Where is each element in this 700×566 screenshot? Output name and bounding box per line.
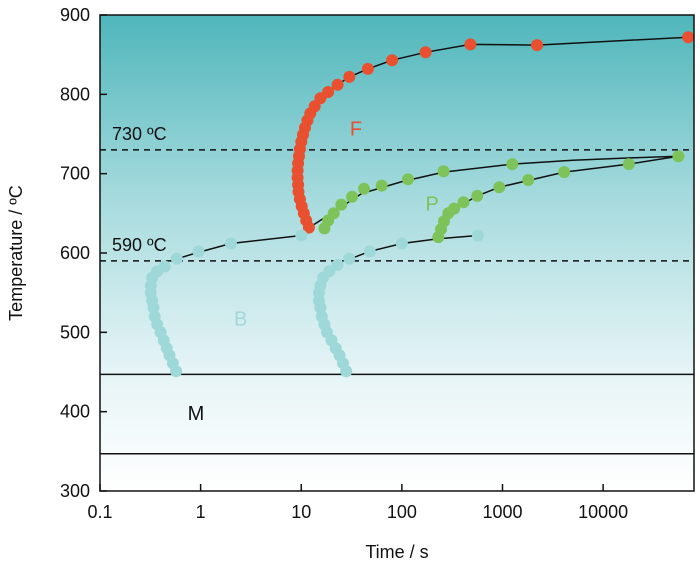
y-tick-label-900: 900 xyxy=(60,5,90,25)
ferrite-point-28 xyxy=(682,31,695,44)
pearlite-2-point-11 xyxy=(622,158,635,171)
bainite-1-point-15 xyxy=(158,260,171,273)
y-axis-title: Temperature / ºC xyxy=(6,185,26,321)
pearlite-1-point-4 xyxy=(335,198,348,211)
x-tick-label-100: 100 xyxy=(387,502,417,522)
pearlite-1-point-6 xyxy=(358,182,370,195)
bainite-1-point-19 xyxy=(295,229,308,242)
ferrite-point-24 xyxy=(386,54,399,67)
bainite-2-point-8 xyxy=(315,310,328,323)
pearlite-1-point-3 xyxy=(327,207,340,220)
bainite-2-point-14 xyxy=(323,265,336,278)
region-label-p: P xyxy=(425,194,438,216)
ferrite-point-23 xyxy=(361,62,374,75)
pearlite-2-point-9 xyxy=(522,174,535,186)
x-tick-label-1000: 1000 xyxy=(482,502,522,522)
pearlite-2-point-8 xyxy=(493,181,506,194)
ferrite-point-27 xyxy=(531,39,543,52)
pearlite-2-point-10 xyxy=(558,166,571,179)
pearlite-2-point-12 xyxy=(672,150,685,163)
ferrite-point-26 xyxy=(464,38,477,51)
pearlite-1-point-7 xyxy=(375,179,388,192)
pearlite-2-point-5 xyxy=(448,202,461,215)
bainite-1-point-8 xyxy=(148,310,161,323)
bainite-2-point-16 xyxy=(343,252,356,265)
bainite-1-point-16 xyxy=(170,252,183,265)
bainite-1-point-18 xyxy=(224,237,237,250)
y-tick-label-600: 600 xyxy=(60,243,90,263)
region-label-m: M xyxy=(188,403,205,425)
bainite-1-point-17 xyxy=(192,245,205,258)
y-tick-label-700: 700 xyxy=(60,164,90,184)
ferrite-point-22 xyxy=(343,70,356,83)
y-tick-label-500: 500 xyxy=(60,322,90,342)
annotation-730: 730 ºC xyxy=(112,124,167,144)
pearlite-1-point-8 xyxy=(402,173,414,186)
x-tick-label-0.1: 0.1 xyxy=(87,502,112,522)
y-tick-label-300: 300 xyxy=(60,481,90,501)
annotation-590: 590 ºC xyxy=(112,235,167,255)
pearlite-1-point-9 xyxy=(437,165,450,178)
x-tick-label-10000: 10000 xyxy=(578,502,628,522)
bainite-2-point-19 xyxy=(471,229,484,242)
region-label-f: F xyxy=(350,118,362,140)
pearlite-1-point-5 xyxy=(346,190,359,203)
x-tick-label-10: 10 xyxy=(291,502,311,522)
ferrite-point-20 xyxy=(322,86,335,98)
region-label-b: B xyxy=(234,309,247,331)
pearlite-1-point-10 xyxy=(506,158,519,171)
curve-1 xyxy=(170,234,302,262)
x-axis-title: Time / s xyxy=(365,542,428,562)
pearlite-2-point-6 xyxy=(457,196,470,209)
bainite-2-point-17 xyxy=(363,245,376,258)
y-tick-label-400: 400 xyxy=(60,402,90,422)
x-tick-label-1: 1 xyxy=(196,502,206,522)
ferrite-point-21 xyxy=(331,78,344,91)
pearlite-2-point-7 xyxy=(471,189,484,202)
bainite-2-point-18 xyxy=(395,237,408,250)
y-tick-label-800: 800 xyxy=(60,84,90,104)
ferrite-point-25 xyxy=(419,46,432,59)
bainite-2-point-15 xyxy=(331,258,344,271)
